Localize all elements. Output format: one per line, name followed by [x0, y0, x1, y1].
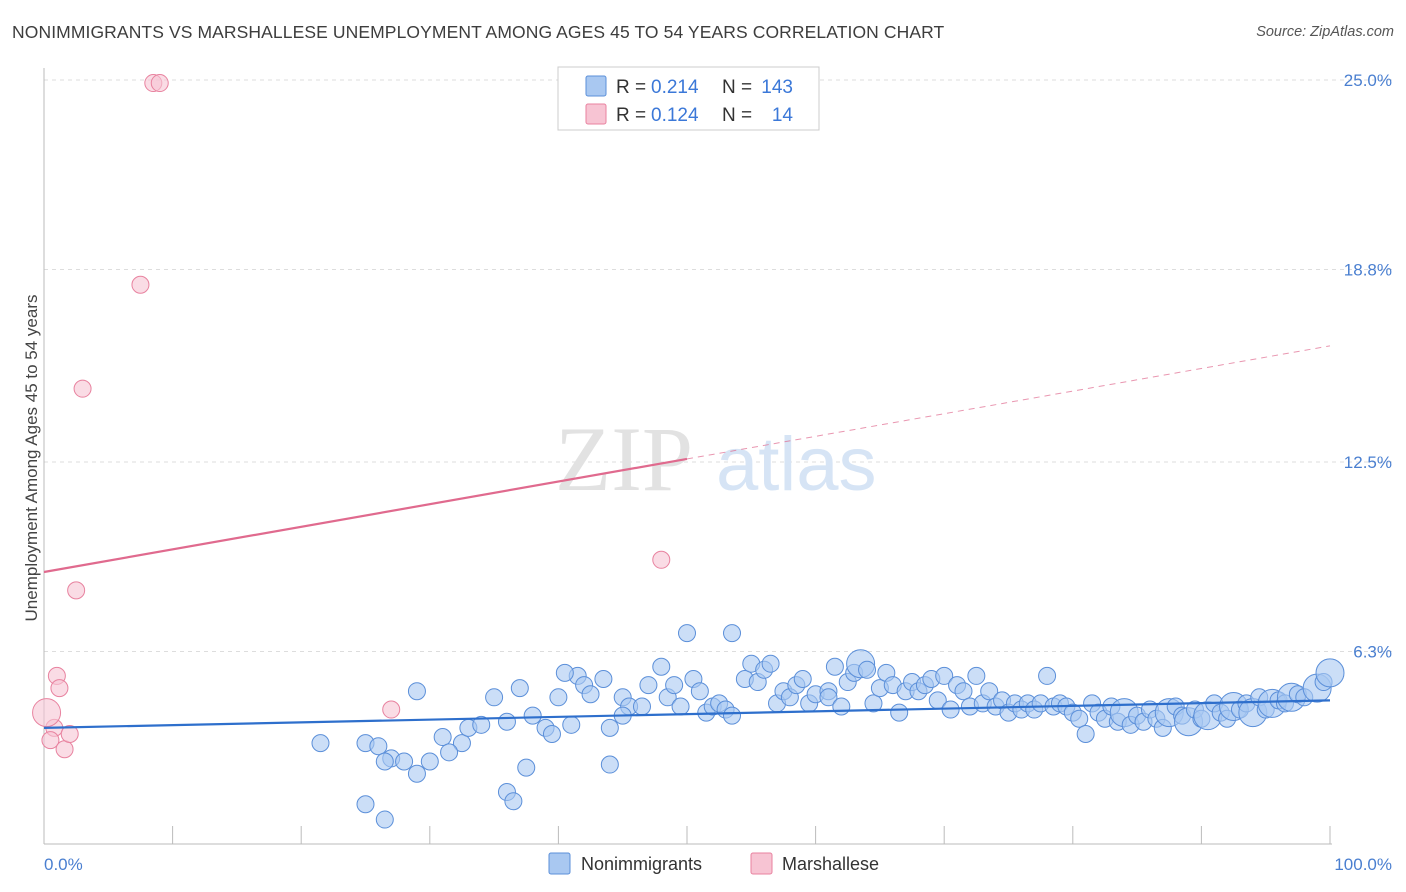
nonimmigrants-point-50 — [723, 624, 742, 643]
nonimmigrants-point-13 — [375, 810, 394, 829]
source-credit: Source: ZipAtlas.com — [1256, 24, 1394, 40]
nonimmigrants-point-5 — [395, 752, 414, 771]
legend-box: R = 0.214 N = 143 R = 0.124 N = 14 — [557, 66, 820, 131]
nonimmigrants-point-66 — [825, 657, 844, 676]
watermark-zip: ZIP — [555, 408, 693, 510]
marshallese-point-6 — [382, 700, 401, 719]
nonimmigrants-point-88 — [967, 666, 986, 685]
nonimmigrants-point-18 — [407, 682, 426, 701]
trend-line-marshallese-solid — [43, 457, 688, 574]
legend-swatch-marshallese — [585, 103, 607, 125]
marshallese-point-8 — [50, 679, 69, 698]
nonimmigrants-point-56 — [761, 654, 780, 673]
y-tick-labels: 6.3% 12.5% 18.8% 25.0% — [1344, 71, 1392, 661]
nonimmigrants-point-65 — [819, 688, 838, 707]
legend-r-value-2: 0.124 — [651, 105, 699, 126]
nonimmigrants-point-2 — [369, 737, 388, 756]
nonimmigrants-point-6 — [407, 764, 426, 783]
nonimmigrants-point-104 — [1070, 709, 1089, 728]
nonimmigrants-point-41 — [665, 676, 684, 695]
nonimmigrants-point-31 — [594, 669, 613, 688]
nonimmigrants-point-23 — [523, 706, 542, 725]
nonimmigrants-point-45 — [690, 682, 709, 701]
marshallese-point-11 — [55, 740, 74, 759]
legend-r-label-2: R = — [616, 105, 646, 126]
marshallese-point-1 — [150, 74, 169, 93]
nonimmigrants-point-37 — [632, 697, 651, 716]
nonimmigrants-point-32 — [562, 715, 581, 734]
nonimmigrants-point-8 — [433, 728, 452, 747]
nonimmigrants-point-10 — [440, 743, 459, 762]
nonimmigrants-point-17 — [600, 755, 619, 774]
nonimmigrants-point-29 — [555, 663, 574, 682]
legend-r-label-1: R = — [616, 77, 646, 98]
bottom-legend-label-nonimmigrants: Nonimmigrants — [581, 854, 702, 874]
nonimmigrants-point-30 — [581, 685, 600, 704]
nonimmigrants-point-19 — [472, 715, 491, 734]
y-tick-label-1: 12.5% — [1344, 453, 1392, 472]
nonimmigrants-point-21 — [510, 679, 529, 698]
gridlines — [44, 79, 1392, 652]
nonimmigrants-point-22 — [497, 712, 516, 731]
y-tick-label-3: 25.0% — [1344, 71, 1392, 90]
trend-line-nonimmigrants — [43, 699, 1331, 729]
marshallese-point-12 — [60, 724, 79, 743]
bottom-legend: Nonimmigrants Marshallese — [548, 852, 879, 875]
legend-swatch-nonimmigrants — [585, 75, 607, 97]
nonimmigrants-point-26 — [549, 688, 568, 707]
y-axis-label: Unemployment Among Ages 45 to 54 years — [22, 295, 41, 622]
legend-n-label-1: N = — [722, 77, 752, 98]
trend-lines — [43, 345, 1331, 729]
legend-n-label-2: N = — [722, 105, 752, 126]
nonimmigrants-point-86 — [954, 682, 973, 701]
x-tick-label-max: 100.0% — [1334, 855, 1392, 874]
nonimmigrants-point-90 — [980, 682, 999, 701]
trend-line-marshallese-dashed — [686, 345, 1331, 460]
bottom-legend-swatch-nonimmigrants — [548, 852, 571, 875]
series-nonimmigrants-points — [311, 624, 1345, 829]
bottom-legend-swatch-marshallese — [750, 852, 773, 875]
y-tick-label-2: 18.8% — [1344, 260, 1392, 279]
x-tick-label-min: 0.0% — [44, 855, 83, 874]
nonimmigrants-point-67 — [832, 697, 851, 716]
marshallese-point-5 — [652, 550, 671, 569]
nonimmigrants-point-39 — [652, 657, 671, 676]
nonimmigrants-point-43 — [678, 624, 696, 643]
nonimmigrants-point-83 — [935, 666, 954, 685]
marshallese-point-13 — [32, 698, 62, 728]
nonimmigrants-point-9 — [452, 734, 471, 753]
nonimmigrants-point-42 — [671, 697, 690, 716]
nonimmigrants-point-76 — [890, 703, 909, 722]
marshallese-point-3 — [73, 379, 92, 398]
nonimmigrants-point-25 — [542, 724, 561, 743]
nonimmigrants-point-71 — [858, 660, 877, 679]
nonimmigrants-point-0 — [311, 734, 330, 753]
nonimmigrants-point-72 — [864, 694, 883, 713]
nonimmigrants-point-15 — [504, 792, 523, 811]
legend-n-value-2: 14 — [772, 105, 794, 126]
legend-r-value-1: 0.214 — [651, 77, 699, 98]
marshallese-point-4 — [67, 581, 86, 600]
marshallese-point-10 — [41, 731, 60, 750]
nonimmigrants-point-61 — [793, 669, 812, 688]
nonimmigrants-point-4 — [375, 752, 394, 771]
nonimmigrants-point-7 — [420, 752, 439, 771]
nonimmigrants-point-16 — [517, 758, 536, 777]
bottom-legend-label-marshallese: Marshallese — [782, 854, 879, 874]
x-axis-ticks — [172, 826, 1331, 844]
nonimmigrants-point-142 — [1315, 658, 1345, 688]
legend-n-value-1: 143 — [761, 77, 793, 98]
nonimmigrants-point-12 — [356, 795, 375, 814]
nonimmigrants-point-105 — [1076, 724, 1095, 743]
marshallese-point-2 — [131, 275, 150, 294]
nonimmigrants-point-33 — [600, 718, 619, 737]
watermark-atlas: atlas — [716, 422, 877, 507]
nonimmigrants-point-99 — [1038, 666, 1057, 685]
y-tick-label-0: 6.3% — [1353, 642, 1392, 661]
nonimmigrants-point-38 — [639, 676, 658, 695]
nonimmigrants-point-51 — [723, 706, 742, 725]
chart-title: NONIMMIGRANTS VS MARSHALLESE UNEMPLOYMEN… — [12, 22, 945, 42]
nonimmigrants-point-20 — [485, 688, 504, 707]
